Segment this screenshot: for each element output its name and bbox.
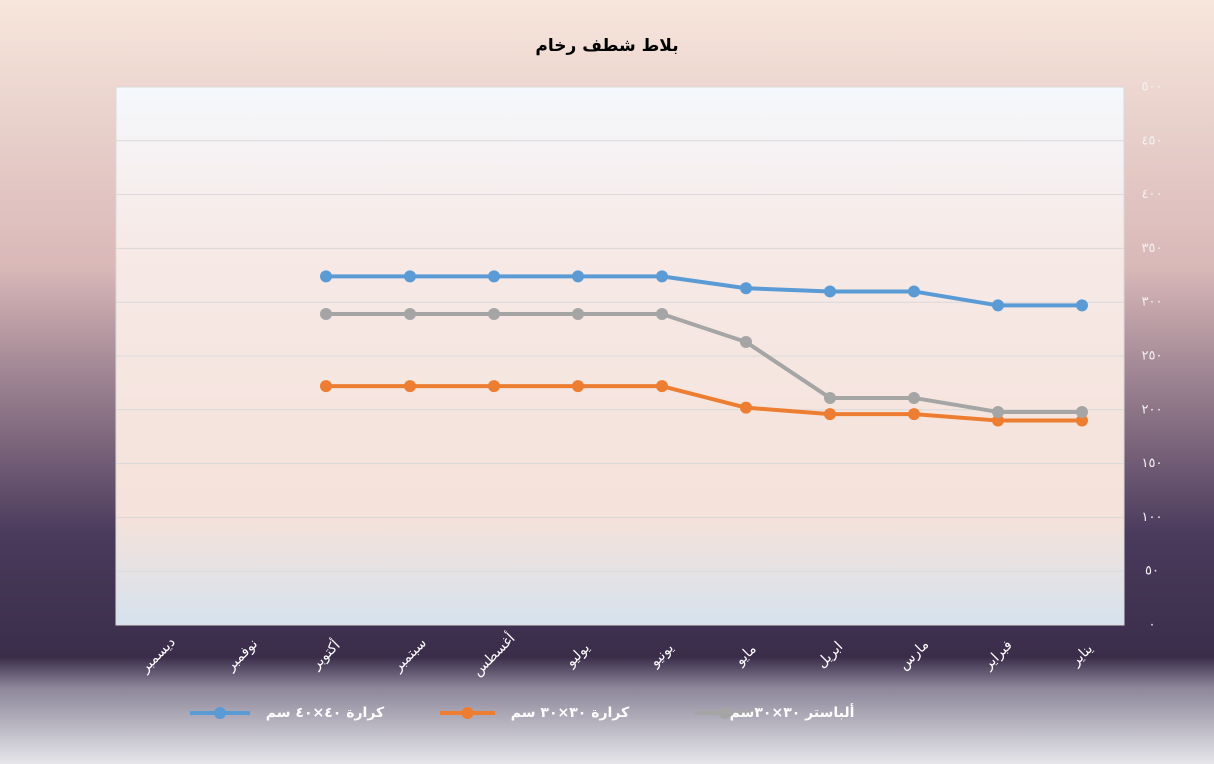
data-point [908,285,920,298]
data-point [488,308,500,321]
data-point [572,308,584,321]
y-tick-label: ٢٠٠ [1142,402,1163,417]
y-tick-label: ٠ [1149,618,1156,633]
data-point [572,380,584,393]
data-point [488,380,500,393]
data-point [404,380,416,393]
data-point [824,391,836,404]
y-tick-label: ١٠٠ [1142,510,1163,525]
y-tick-label: ٥٠٠ [1142,80,1163,95]
data-point [656,380,668,393]
data-point [740,282,752,295]
legend-marker [719,707,731,719]
series-line [326,384,1082,423]
data-point [656,270,668,283]
y-tick-label: ٤٥٠ [1142,133,1163,148]
data-point [320,270,332,283]
legend-label: ألباستر ٣٠×٣٠سم [730,703,855,721]
y-tick-label: ٣٠٠ [1142,295,1163,310]
data-point [740,336,752,349]
legend-label: كرارة ٣٠×٣٠ سم [511,705,630,721]
chart-title: بلاط شطف رخام [535,36,678,56]
data-point [404,270,416,283]
data-point [908,408,920,421]
data-point [992,405,1004,418]
series-line [326,274,1082,308]
series-line [326,312,1082,414]
data-point [992,299,1004,312]
data-point [1076,405,1088,418]
data-point [1076,299,1088,312]
data-point [320,308,332,321]
legend-marker [214,707,226,719]
y-tick-label: ٤٠٠ [1142,187,1163,202]
data-point [824,285,836,298]
y-tick-label: ٣٥٠ [1142,241,1163,256]
y-tick-label: ١٥٠ [1142,456,1163,471]
y-tick-label: ٢٥٠ [1142,349,1163,364]
legend-label: كرارة ٤٠×٤٠ سم [266,705,385,721]
data-point [992,414,1004,427]
data-point [740,401,752,414]
data-point [824,408,836,421]
data-point [404,308,416,321]
data-point [656,308,668,321]
legend-marker [461,707,474,719]
data-point [908,391,920,404]
y-tick-label: ٥٠ [1145,564,1159,579]
data-point [1076,414,1088,427]
data-point [488,270,500,283]
data-point [572,270,584,283]
data-point [320,380,332,393]
